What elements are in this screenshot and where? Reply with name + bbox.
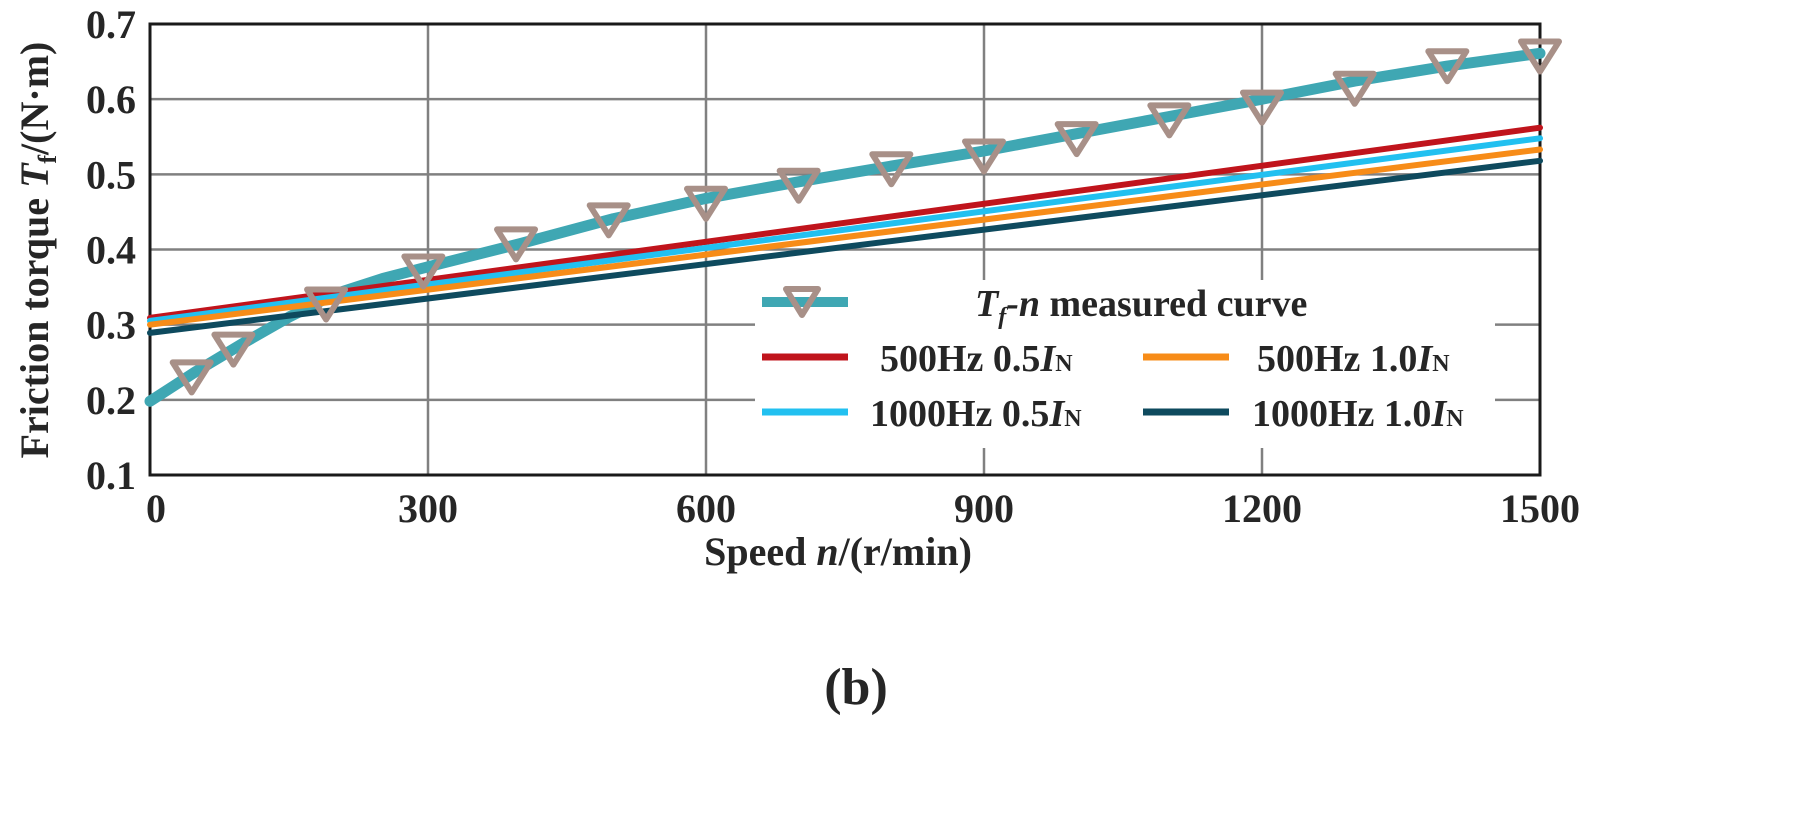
measured-point bbox=[776, 167, 821, 204]
series-line-3 bbox=[147, 157, 1543, 336]
y-axis-label-prefix: Friction torque bbox=[12, 188, 57, 458]
y-axis-label-sub: f bbox=[33, 155, 62, 164]
legend-box bbox=[755, 280, 1495, 448]
measured-point bbox=[1240, 89, 1284, 126]
x-axis-label-var: n bbox=[816, 529, 838, 574]
measured-point bbox=[869, 151, 914, 188]
x-tick-label: 1200 bbox=[1222, 486, 1302, 531]
measured-point bbox=[211, 331, 256, 368]
legend-measured-T: T bbox=[975, 283, 1000, 325]
legend-label-1000hz-0-5: 1000Hz 0.5IN bbox=[870, 393, 1082, 435]
legend-label-500hz-0-5: 500Hz 0.5IN bbox=[880, 338, 1073, 380]
measured-point bbox=[1332, 70, 1377, 107]
x-axis-label: Speed n/(r/min) bbox=[704, 529, 972, 574]
measured-point bbox=[494, 226, 539, 263]
plot-frame bbox=[148, 22, 1542, 477]
y-axis-label-var: T bbox=[12, 162, 57, 188]
x-tick-label: 600 bbox=[676, 486, 736, 531]
tick-labels: 0 300 600 900 1200 1500 0.1 0.2 0.3 0.4 0.5 0.6 0.7 bbox=[86, 2, 1580, 531]
legend-measured-n: -n bbox=[1006, 283, 1040, 325]
series-line-1 bbox=[147, 135, 1543, 324]
measured-point bbox=[962, 138, 1006, 175]
legend: Tf-n measured curve 500Hz 0.5IN 1000Hz 0… bbox=[755, 280, 1495, 448]
measured-point bbox=[304, 286, 349, 323]
measured-point bbox=[401, 253, 446, 290]
measured-point bbox=[1518, 38, 1562, 75]
x-axis-label-unit: /(r/min) bbox=[838, 529, 972, 574]
measured-point bbox=[684, 185, 728, 222]
y-axis-label-unit: /(N·m) bbox=[12, 42, 57, 156]
measured-point bbox=[1054, 121, 1099, 158]
y-tick-label: 0.6 bbox=[86, 77, 136, 122]
y-tick-label: 0.2 bbox=[86, 378, 136, 423]
legend-measured-sub: f bbox=[998, 304, 1008, 330]
y-tick-label: 0.1 bbox=[86, 453, 136, 498]
x-tick-label: 900 bbox=[954, 486, 1014, 531]
panel-label: (b) bbox=[824, 659, 888, 716]
legend-measured-rest: measured curve bbox=[1040, 283, 1307, 325]
measured-markers bbox=[169, 38, 1562, 396]
series-line-2 bbox=[147, 146, 1543, 328]
legend-marker-measured bbox=[783, 286, 821, 318]
x-tick-label: 0 bbox=[146, 486, 166, 531]
x-tick-label: 300 bbox=[398, 486, 458, 531]
y-tick-label: 0.5 bbox=[86, 152, 136, 197]
measured-point bbox=[1147, 102, 1192, 139]
x-tick-label: 1500 bbox=[1500, 486, 1580, 531]
y-tick-label: 0.7 bbox=[86, 2, 136, 47]
legend-label-500hz-1-0: 500Hz 1.0IN bbox=[1257, 338, 1450, 380]
measured-point bbox=[1425, 48, 1470, 85]
legend-label-1000hz-1-0: 1000Hz 1.0IN bbox=[1252, 393, 1464, 435]
x-axis-label-prefix: Speed bbox=[704, 529, 816, 574]
y-tick-label: 0.3 bbox=[86, 303, 136, 348]
legend-label-measured: Tf-n measured curve bbox=[975, 283, 1307, 330]
measured-point bbox=[586, 202, 631, 239]
series-layer bbox=[144, 47, 1546, 407]
y-tick-label: 0.4 bbox=[86, 228, 136, 273]
y-axis-label: Friction torque Tf/(N·m) bbox=[12, 42, 62, 459]
measured-point bbox=[169, 359, 214, 396]
series-line-0 bbox=[147, 124, 1543, 321]
